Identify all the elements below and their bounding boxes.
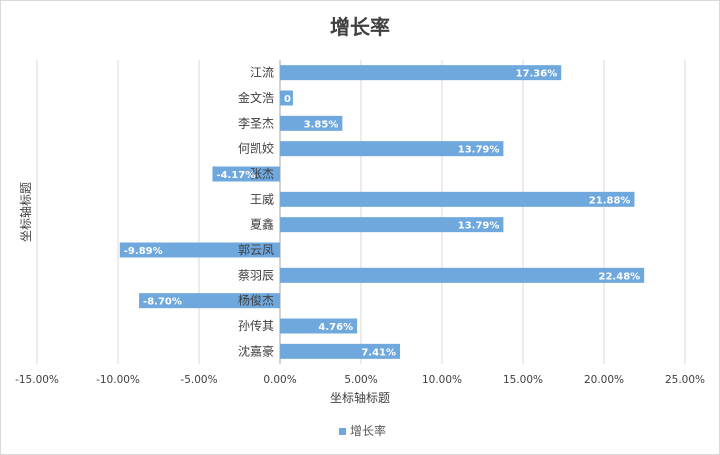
x-tick-label: -15.00% [15, 374, 59, 386]
data-labels: 17.36% 0 3.85% 13.79% -4.17% 21.88% 13.79% -9.8… [124, 69, 640, 359]
category-label: 杨俊杰 [238, 293, 274, 308]
bars [119, 65, 645, 359]
bar [280, 343, 401, 359]
bar [280, 318, 358, 334]
x-tick-label: 5.00% [344, 374, 377, 386]
data-label: 13.79% [458, 145, 500, 156]
category-label: 王威 [250, 192, 274, 206]
category-label: 张杰 [250, 167, 274, 181]
bar [119, 242, 280, 258]
y-axis-title: 坐标轴标题 [18, 182, 33, 242]
data-label: -8.70% [143, 297, 182, 308]
category-label: 夏鑫 [250, 217, 274, 232]
bar [280, 267, 645, 283]
bar [280, 217, 504, 233]
x-tick-labels: -15.00% -10.00% -5.00% 0.00% 5.00% 10.00% 15.0… [15, 374, 705, 386]
x-tick-label: 0.00% [263, 374, 296, 386]
data-label: 3.85% [304, 119, 339, 130]
gridlines [36, 60, 686, 364]
x-tick-label: -10.00% [96, 374, 140, 386]
category-label: 沈嘉豪 [238, 343, 274, 358]
data-label: 21.88% [589, 195, 631, 206]
x-tick-label: -5.00% [180, 374, 217, 386]
bar [280, 90, 293, 106]
data-label: -4.17% [216, 170, 255, 181]
bar [280, 65, 562, 81]
data-label: 13.79% [458, 221, 500, 232]
data-label: -9.89% [124, 246, 163, 257]
x-tick-label: 25.00% [665, 374, 705, 386]
chart-title: 增长率 [330, 15, 390, 39]
category-label: 孙传其 [238, 318, 274, 333]
bar [280, 141, 504, 157]
category-label: 郭云凤 [238, 243, 274, 257]
legend-label: 增长率 [350, 423, 386, 438]
x-tick-label: 15.00% [503, 374, 543, 386]
x-tick-label: 20.00% [584, 374, 624, 386]
legend: 增长率 [339, 423, 386, 438]
bar [139, 293, 280, 309]
data-label: 17.36% [516, 69, 558, 80]
category-label: 金文浩 [238, 90, 274, 105]
category-label: 何凯姣 [238, 141, 274, 156]
category-label: 江流 [250, 66, 274, 80]
bar [280, 115, 343, 131]
bar [212, 166, 280, 182]
data-label: 0 [284, 94, 291, 105]
category-label: 蔡羽辰 [238, 268, 274, 282]
data-label: 22.48% [599, 271, 641, 282]
data-label: 4.76% [318, 322, 353, 333]
bar [280, 191, 635, 207]
x-axis-title: 坐标轴标题 [330, 390, 390, 405]
legend-swatch [339, 428, 346, 435]
category-label: 李圣杰 [238, 115, 274, 130]
x-tick-label: 10.00% [422, 374, 462, 386]
data-label: 7.41% [361, 347, 396, 358]
